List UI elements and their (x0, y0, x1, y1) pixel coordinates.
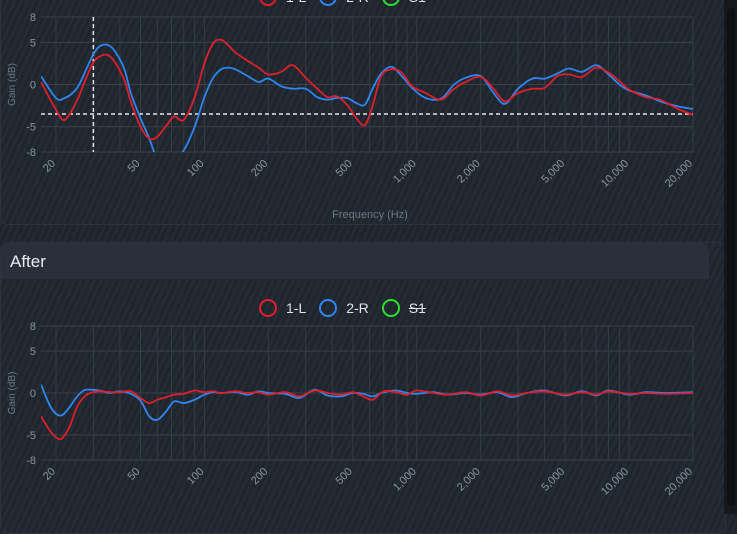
x-axis-label: Frequency (Hz) (332, 209, 408, 221)
legend-circle-s1 (381, 299, 400, 317)
legend-circle-2-r (319, 299, 338, 317)
x-tick-label: 2,000 (455, 466, 483, 494)
y-tick-label: 8 (30, 12, 36, 24)
y-tick-label: -8 (26, 455, 36, 467)
legend-item-s1[interactable]: S1 (381, 0, 426, 6)
before-panel: 8 5 0 -5 -8 20 50 100 200 500 1,000 2,000 5,000 10,00… (0, 0, 726, 225)
y-axis-label: Gain (dB) (7, 63, 18, 106)
x-tick-label: 10,000 (599, 466, 631, 498)
x-tick-label: 20,000 (663, 466, 695, 498)
x-tick-label: 500 (333, 466, 354, 487)
series-line-2-r (41, 384, 693, 421)
x-tick-label: 5,000 (539, 158, 567, 186)
series-line-2-r (41, 43, 693, 152)
legend-circle-2-r (319, 0, 338, 6)
x-tick-label: 50 (125, 158, 142, 175)
legend-circle-s1 (381, 0, 400, 6)
x-tick-label: 20 (41, 158, 58, 175)
y-tick-label: 0 (30, 388, 36, 400)
legend-circle-1-l (259, 0, 277, 6)
x-tick-label: 200 (249, 466, 270, 487)
legend-item-1-l[interactable]: 1-L (259, 0, 306, 6)
panel-title: After (10, 252, 46, 271)
x-tick-label: 1,000 (391, 158, 419, 186)
x-tick-label: 500 (333, 158, 354, 179)
legend-label: 2-R (346, 300, 369, 316)
series-line-1-l (41, 38, 693, 141)
x-tick-label: 2,000 (455, 158, 483, 186)
y-tick-label: -5 (26, 122, 36, 134)
x-tick-label: 5,000 (539, 466, 567, 494)
legend-circle-1-l (259, 299, 277, 317)
y-tick-label: 5 (30, 346, 36, 358)
x-tick-label: 50 (125, 466, 142, 483)
window-scrollbar[interactable] (724, 0, 737, 514)
legend-item-s1[interactable]: S1 (381, 299, 426, 317)
x-tick-label: 20,000 (663, 158, 695, 190)
before-legend: 1-L 2-R S1 (259, 0, 439, 9)
legend-label: 1-L (286, 300, 307, 316)
x-tick-label: 10,000 (599, 158, 631, 190)
after-eq-chart: 850-5-820 50 100 200 500 1,000 2,000 5,000 10,00… (7, 321, 695, 498)
after-panel-header[interactable]: After (1, 243, 709, 279)
legend-label: S1 (409, 0, 426, 5)
legend-item-2-r[interactable]: 2-R (319, 0, 369, 6)
legend-label: 1-L (286, 0, 306, 5)
y-tick-label: 8 (30, 321, 36, 333)
scrollbar-thumb[interactable] (727, 8, 735, 506)
x-tick-label: 200 (249, 158, 270, 179)
legend-label: S1 (408, 300, 426, 316)
y-tick-label: -8 (26, 147, 36, 159)
x-tick-label: 20 (41, 466, 58, 483)
x-tick-label: 1,000 (391, 466, 419, 494)
x-tick-label: 100 (185, 466, 206, 487)
legend-label: 2-R (346, 0, 369, 5)
series-line-1-l (41, 389, 693, 441)
after-legend: 1-L 2-R S1 (259, 296, 439, 320)
legend-item-1-l[interactable]: 1-L (259, 299, 306, 317)
y-tick-label: -5 (26, 430, 36, 442)
legend-item-2-r[interactable]: 2-R (319, 299, 369, 317)
y-axis-label: Gain (dB) (7, 372, 18, 415)
x-tick-label: 100 (185, 158, 206, 179)
y-tick-label: 0 (30, 80, 36, 92)
after-panel: After 8 5 0 -5 -8 20 50 100 200 500 1,000 2,000 5,00… (0, 242, 726, 534)
y-tick-label: 5 (30, 37, 36, 49)
before-eq-chart: 850-5-820 50 100 200 500 1,000 2,000 5,000 10,00… (7, 12, 695, 221)
